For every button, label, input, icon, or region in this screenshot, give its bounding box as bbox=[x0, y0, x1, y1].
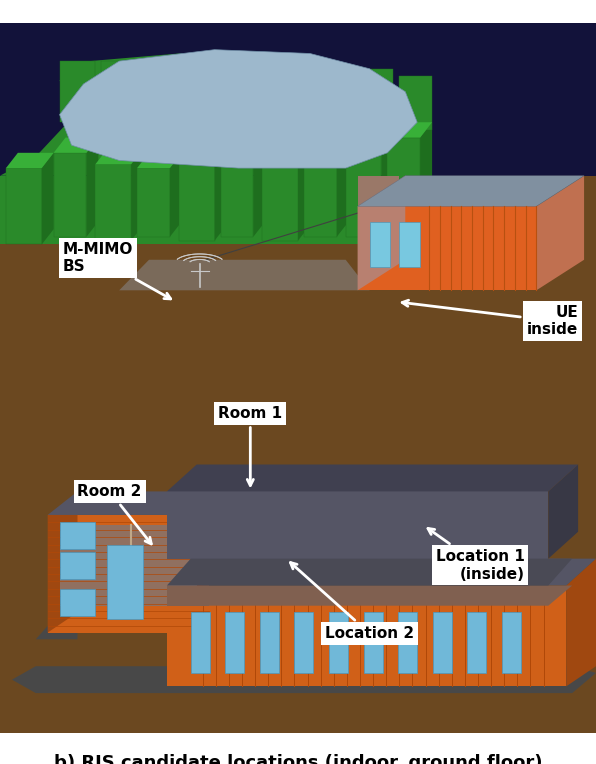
Polygon shape bbox=[381, 130, 393, 237]
Polygon shape bbox=[304, 153, 337, 237]
Bar bbox=[370, 222, 390, 267]
Text: Location 2: Location 2 bbox=[290, 562, 414, 641]
Bar bbox=[191, 613, 210, 673]
Polygon shape bbox=[191, 57, 224, 92]
Polygon shape bbox=[54, 153, 86, 237]
Polygon shape bbox=[387, 122, 432, 138]
Text: Room 2: Room 2 bbox=[77, 484, 151, 544]
Text: b) RIS candidate locations (indoor, ground floor): b) RIS candidate locations (indoor, grou… bbox=[54, 753, 542, 764]
Polygon shape bbox=[179, 164, 215, 241]
Bar bbox=[364, 613, 383, 673]
Polygon shape bbox=[95, 149, 143, 164]
Polygon shape bbox=[36, 619, 77, 639]
Polygon shape bbox=[101, 61, 134, 107]
Bar bbox=[60, 589, 95, 616]
Polygon shape bbox=[387, 138, 420, 237]
Text: Location 1
(inside): Location 1 (inside) bbox=[428, 529, 524, 581]
Text: UE
inside: UE inside bbox=[402, 300, 578, 337]
Polygon shape bbox=[358, 176, 405, 290]
Polygon shape bbox=[566, 558, 596, 686]
Polygon shape bbox=[0, 53, 429, 176]
Bar bbox=[260, 613, 279, 673]
Polygon shape bbox=[167, 558, 572, 585]
Bar bbox=[60, 522, 95, 549]
Polygon shape bbox=[170, 153, 182, 237]
Polygon shape bbox=[399, 76, 432, 130]
Bar bbox=[60, 552, 95, 579]
Text: Room 1: Room 1 bbox=[218, 406, 283, 485]
Polygon shape bbox=[221, 153, 253, 237]
Polygon shape bbox=[548, 465, 578, 558]
Bar bbox=[467, 613, 486, 673]
Polygon shape bbox=[215, 149, 226, 241]
Polygon shape bbox=[346, 130, 393, 145]
Polygon shape bbox=[95, 164, 131, 241]
Polygon shape bbox=[54, 138, 98, 153]
Bar bbox=[225, 613, 244, 673]
Polygon shape bbox=[119, 260, 370, 290]
Polygon shape bbox=[179, 585, 572, 606]
Polygon shape bbox=[60, 61, 95, 122]
Bar bbox=[294, 613, 313, 673]
Polygon shape bbox=[274, 65, 310, 99]
Polygon shape bbox=[143, 61, 179, 99]
Polygon shape bbox=[337, 138, 349, 237]
Polygon shape bbox=[12, 666, 596, 693]
Polygon shape bbox=[420, 122, 432, 237]
Polygon shape bbox=[167, 558, 596, 585]
Polygon shape bbox=[304, 138, 349, 153]
Polygon shape bbox=[358, 69, 393, 115]
Polygon shape bbox=[48, 498, 77, 633]
Polygon shape bbox=[346, 145, 381, 237]
Polygon shape bbox=[60, 50, 417, 168]
Bar bbox=[0, 176, 596, 405]
Polygon shape bbox=[167, 585, 566, 686]
Polygon shape bbox=[42, 153, 54, 244]
Polygon shape bbox=[0, 176, 429, 244]
Bar bbox=[502, 613, 521, 673]
Polygon shape bbox=[131, 149, 143, 241]
Text: a) BS location: a) BS location bbox=[228, 428, 368, 446]
Text: M-MIMO
BS: M-MIMO BS bbox=[63, 241, 170, 299]
Bar bbox=[0, 23, 596, 195]
Polygon shape bbox=[137, 168, 170, 237]
Polygon shape bbox=[262, 134, 310, 149]
Polygon shape bbox=[179, 149, 226, 164]
Polygon shape bbox=[316, 69, 349, 107]
Polygon shape bbox=[253, 138, 265, 237]
Polygon shape bbox=[167, 491, 548, 558]
Polygon shape bbox=[48, 491, 238, 515]
Polygon shape bbox=[86, 138, 98, 237]
Polygon shape bbox=[536, 176, 584, 290]
Polygon shape bbox=[262, 149, 298, 241]
Polygon shape bbox=[232, 61, 265, 92]
Bar bbox=[329, 613, 348, 673]
Bar bbox=[398, 613, 417, 673]
Polygon shape bbox=[6, 168, 42, 244]
Polygon shape bbox=[358, 176, 584, 206]
Polygon shape bbox=[48, 515, 209, 633]
Bar bbox=[433, 613, 452, 673]
Polygon shape bbox=[358, 206, 536, 290]
Polygon shape bbox=[358, 176, 399, 260]
Polygon shape bbox=[167, 585, 209, 606]
Polygon shape bbox=[60, 525, 197, 606]
Bar bbox=[107, 545, 143, 619]
Polygon shape bbox=[137, 153, 182, 168]
Polygon shape bbox=[6, 153, 54, 168]
Polygon shape bbox=[221, 138, 265, 153]
Polygon shape bbox=[298, 134, 310, 241]
Polygon shape bbox=[167, 465, 578, 491]
Bar bbox=[399, 222, 420, 267]
